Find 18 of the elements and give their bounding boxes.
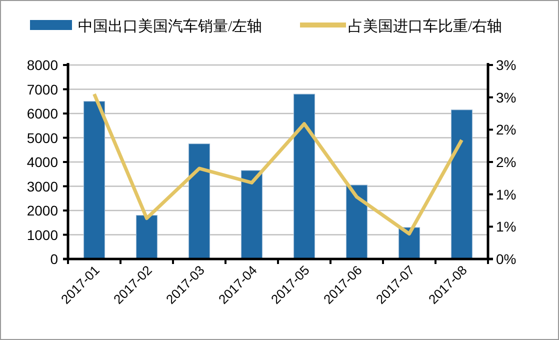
y-tick-label: 0 [50,251,58,267]
y-tick-label: 8000 [26,57,58,73]
y2-tick-label: 3% [496,89,516,106]
y2-tick-label: 3% [496,57,516,73]
legend-label: 中国出口美国汽车销量/左轴 [78,18,262,35]
legend-label: 占美国进口车比重/右轴 [348,18,502,35]
y2-tick-label: 2% [496,122,516,138]
y2-tick-label: 1% [496,218,516,235]
y-tick-label: 5000 [26,130,58,146]
y-tick-label: 1000 [26,226,58,243]
y2-tick-label: 1% [496,186,516,202]
y2-tick-label: 0% [496,251,516,267]
y-tick-label: 2000 [26,202,58,218]
y-tick-label: 6000 [26,106,58,122]
y-tick-label: 7000 [26,81,58,98]
y2-tick-label: 2% [496,154,516,170]
y-tick-label: 4000 [26,154,58,170]
y-tick-label: 3000 [26,178,58,194]
